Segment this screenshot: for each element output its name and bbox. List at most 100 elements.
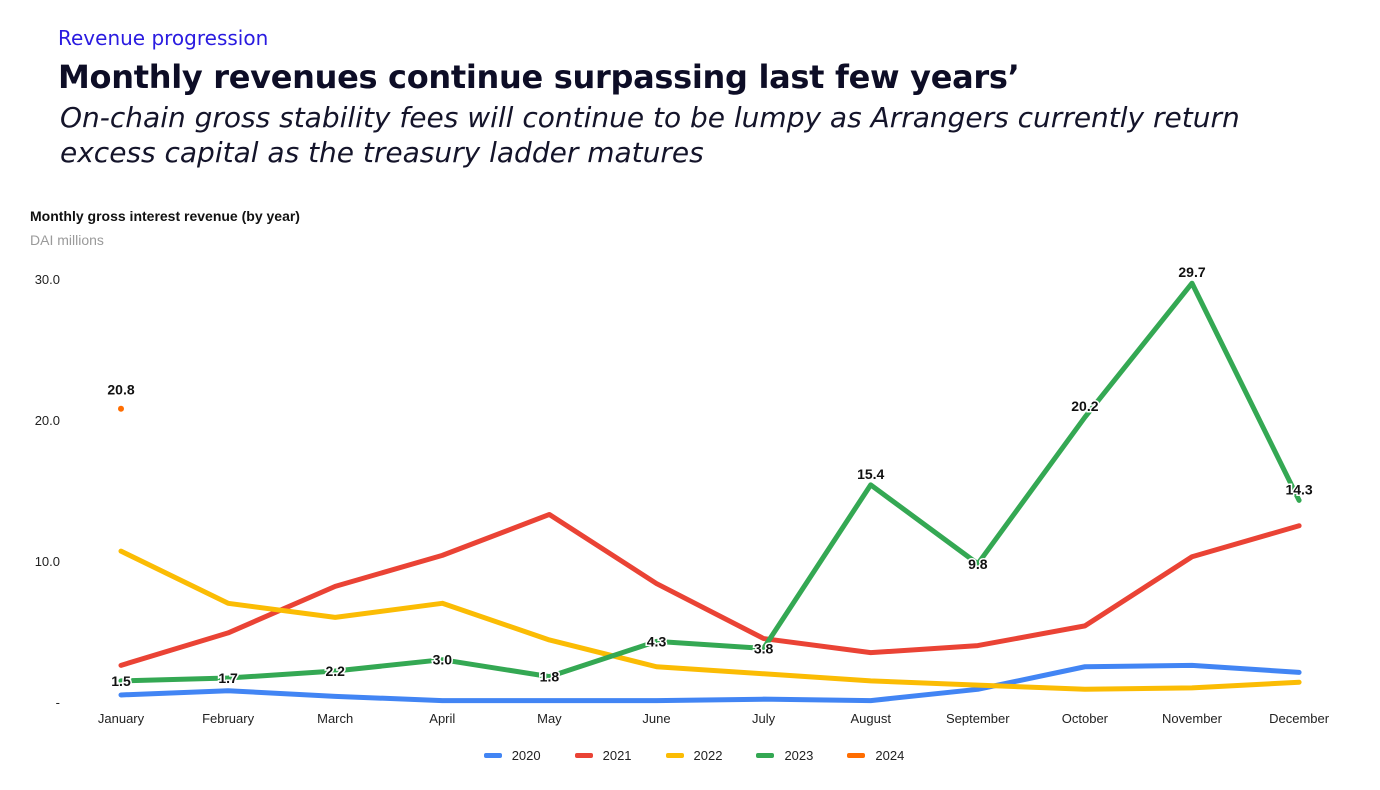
page-subtitle: On-chain gross stability fees will conti… — [60, 101, 1240, 169]
legend-swatch — [665, 753, 684, 758]
data-point-2023 — [1083, 415, 1087, 419]
data-point-2021 — [226, 631, 230, 635]
data-label: 3.8 — [754, 640, 774, 656]
data-point-2020 — [226, 689, 230, 693]
data-point-2020 — [547, 699, 551, 703]
data-point-2020 — [869, 699, 873, 703]
data-point-2022 — [976, 683, 980, 687]
data-label: 20.2 — [1071, 398, 1098, 414]
data-point-2022 — [762, 672, 766, 676]
data-point-2023 — [869, 483, 873, 487]
data-point-2023 — [655, 639, 658, 643]
legend-label: 2020 — [511, 748, 541, 763]
data-point-2022 — [869, 679, 873, 683]
eyebrow-label: Revenue progression — [58, 26, 269, 50]
legend-item-2024: 2024 — [847, 748, 904, 763]
data-point-2020 — [976, 687, 980, 691]
page-title: Monthly revenues continue surpassing las… — [58, 58, 1020, 96]
data-point-2021 — [547, 512, 551, 516]
data-label: 9.8 — [968, 556, 988, 572]
data-point-2021 — [1083, 624, 1087, 628]
data-point-2023 — [1190, 281, 1194, 285]
data-point-2022 — [1083, 687, 1087, 691]
data-point-2021 — [119, 663, 123, 667]
legend-label: 2022 — [693, 748, 723, 763]
data-point-2020 — [333, 694, 337, 698]
y-tick-label: 30.0 — [35, 272, 60, 287]
data-point-2021 — [976, 644, 980, 648]
series-line-2020 — [118, 662, 1302, 704]
x-tick-label: March — [317, 711, 353, 726]
chart-title: Monthly gross interest revenue (by year) — [30, 208, 300, 224]
chart-legend: 2020 2021 2022 2023 2024 — [0, 748, 1380, 763]
data-point-2023 — [440, 658, 444, 662]
y-tick-label: 20.0 — [35, 413, 60, 428]
x-tick-label: August — [850, 711, 891, 726]
data-point-2020 — [1190, 663, 1194, 667]
data-point-2022 — [655, 665, 658, 669]
data-point-2020 — [1083, 665, 1087, 669]
data-point-2022 — [333, 615, 337, 619]
legend-item-2020: 2020 — [483, 748, 541, 763]
data-point-2023 — [333, 669, 337, 673]
data-point-2021 — [762, 637, 766, 641]
x-tick-label: November — [1162, 711, 1223, 726]
data-point-2023 — [547, 675, 551, 679]
x-tick-label: December — [1269, 711, 1330, 726]
x-tick-label: September — [946, 711, 1010, 726]
legend-label: 2024 — [875, 748, 905, 763]
data-point-2022 — [1190, 686, 1194, 690]
data-point-2023 — [762, 646, 766, 650]
data-point-2020 — [440, 699, 444, 703]
data-point-2020 — [655, 699, 658, 703]
data-point-2022 — [547, 638, 551, 642]
data-point-2021 — [1297, 524, 1301, 528]
chart-subtitle: DAI millions — [30, 232, 104, 248]
data-point-2021 — [655, 582, 658, 586]
data-point-2023 — [976, 562, 980, 566]
data-label: 15.4 — [857, 466, 884, 482]
legend-swatch — [756, 753, 775, 758]
data-point-2021 — [869, 651, 873, 655]
data-point-2021 — [440, 553, 444, 557]
legend-swatch — [847, 753, 866, 758]
x-tick-label: February — [202, 711, 255, 726]
legend-item-2021: 2021 — [574, 748, 632, 763]
x-tick-label: June — [642, 711, 670, 726]
y-tick-label: - — [56, 695, 60, 710]
data-point-2022 — [226, 601, 230, 605]
x-tick-label: October — [1062, 711, 1109, 726]
data-point-2020 — [119, 693, 123, 697]
x-tick-label: May — [537, 711, 562, 726]
data-point-2022 — [440, 601, 444, 605]
series-line-2023 — [118, 280, 1302, 684]
legend-item-2023: 2023 — [756, 748, 813, 763]
legend-label: 2021 — [602, 748, 632, 763]
data-point-2021 — [333, 584, 337, 588]
data-point-2023 — [1297, 498, 1301, 502]
series-line-2022 — [118, 548, 1302, 692]
data-point-2023 — [119, 679, 123, 683]
data-point-2024 — [118, 405, 124, 412]
data-label: 29.7 — [1178, 264, 1205, 280]
legend-item-2022: 2022 — [665, 748, 723, 763]
legend-swatch — [483, 753, 502, 758]
data-point-2021 — [1190, 555, 1194, 559]
data-label: 14.3 — [1285, 481, 1312, 497]
legend-label: 2023 — [784, 748, 814, 763]
data-label: 20.8 — [107, 382, 134, 398]
x-tick-label: January — [98, 711, 145, 726]
data-point-2023 — [226, 676, 230, 680]
data-label: 2.2 — [325, 663, 345, 679]
data-point-2020 — [762, 697, 766, 701]
legend-swatch — [574, 753, 593, 758]
data-label: 4.3 — [647, 633, 667, 649]
data-point-2022 — [1297, 680, 1301, 684]
data-label: 3.0 — [433, 652, 453, 668]
data-label: 1.8 — [540, 669, 560, 685]
x-tick-label: April — [429, 711, 455, 726]
data-point-2020 — [1297, 670, 1301, 674]
y-tick-label: 10.0 — [35, 554, 60, 569]
x-tick-label: July — [752, 711, 776, 726]
